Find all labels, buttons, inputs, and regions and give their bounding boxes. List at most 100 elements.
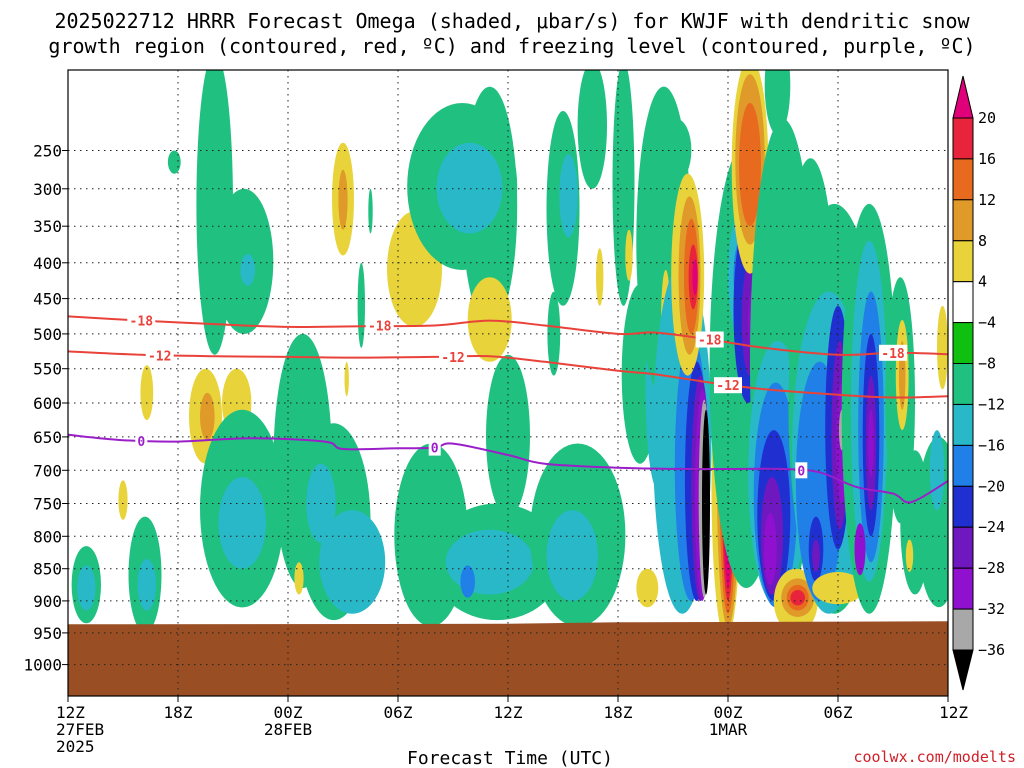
- colorbar-label: 16: [978, 150, 996, 168]
- omega-cell: [436, 142, 503, 234]
- omega-cell: [625, 229, 633, 281]
- omega-cell: [636, 568, 659, 608]
- freezing-level-contour-label: 0: [797, 464, 805, 479]
- y-tick-label: 950: [33, 624, 62, 643]
- omega-cell: [702, 409, 710, 595]
- dgz-contour-label-bg: [439, 348, 467, 365]
- omega-cell: [763, 513, 777, 585]
- omega-cell: [739, 103, 761, 227]
- omega-cell: [486, 354, 530, 517]
- y-tick-label: 300: [33, 180, 62, 199]
- x-tick-label: 28FEB: [264, 720, 312, 739]
- dgz-contour-label: -18: [130, 315, 154, 330]
- dgz-contour-label-bg: [695, 331, 724, 348]
- y-tick-label: 900: [33, 592, 62, 611]
- dgz-contour-label: -18: [368, 320, 392, 335]
- colorbar-bin: [952, 485, 974, 528]
- omega-cell: [929, 430, 945, 511]
- freezing-level-contour-label-bg: [135, 432, 148, 449]
- y-tick-label: 550: [33, 360, 62, 379]
- y-tick-label: 600: [33, 394, 62, 413]
- omega-cell: [200, 392, 215, 441]
- x-axis-title: Forecast Time (UTC): [407, 748, 613, 768]
- colorbar-bin: [952, 567, 974, 610]
- y-tick-label: 450: [33, 290, 62, 309]
- colorbar-label: −12: [978, 396, 1005, 414]
- chart-title-line-2: growth region (contoured, red, ºC) and f…: [48, 34, 975, 58]
- x-tick-label: 27FEB: [56, 720, 104, 739]
- dgz-contour-label-bg: [365, 317, 394, 334]
- omega-cell: [460, 565, 476, 598]
- x-tick-label: 06Z: [824, 703, 853, 722]
- x-tick-label: 00Z: [274, 703, 303, 722]
- colorbar-bin: [952, 240, 974, 283]
- omega-cell: [118, 480, 128, 520]
- omega-cell: [218, 477, 266, 569]
- dgz-contour-label-bg: [127, 312, 156, 329]
- y-tick-label: 700: [33, 461, 62, 480]
- x-tick-label: 18Z: [604, 703, 633, 722]
- omega-cell: [547, 291, 561, 376]
- omega-cell: [368, 188, 373, 234]
- freezing-level-contour-label-bg: [795, 462, 808, 479]
- omega-cell: [905, 539, 914, 572]
- omega-cell: [546, 510, 598, 601]
- y-tick-label: 650: [33, 428, 62, 447]
- omega-cell: [319, 510, 386, 614]
- colorbar-bin: [952, 199, 974, 242]
- omega-cell: [790, 590, 805, 606]
- colorbar-bin: [952, 404, 974, 446]
- colorbar-bottom-arrow: [952, 649, 974, 691]
- omega-cell: [240, 254, 255, 286]
- y-tick-label: 250: [33, 142, 62, 161]
- freezing-level-contour-label: 0: [431, 442, 439, 457]
- omega-cell: [692, 259, 698, 296]
- colorbar-label: 12: [978, 191, 996, 209]
- omega-cell: [338, 169, 348, 230]
- dgz-contour-label: -12: [148, 350, 171, 365]
- colorbar-label: −8: [978, 355, 996, 373]
- colorbar-label: 20: [978, 109, 996, 127]
- y-tick-label: 1000: [23, 656, 62, 675]
- omega-cell: [467, 277, 512, 362]
- omega-cell: [596, 248, 604, 306]
- colorbar-label: −24: [978, 518, 1005, 536]
- dgz-contour-label: -12: [441, 351, 464, 366]
- colorbar-bin: [952, 322, 974, 365]
- omega-cell: [344, 361, 349, 397]
- dgz-contour-label-bg: [714, 377, 742, 394]
- omega-cell: [137, 559, 156, 611]
- omega-cell: [167, 150, 181, 174]
- contour-layer: -18 -18 -18 -18 -12 -12 -12 0 0 0: [68, 312, 948, 504]
- omega-cell: [868, 409, 874, 477]
- freezing-level-contour-line: [68, 433, 948, 504]
- dgz-contour-label: -18: [881, 347, 905, 362]
- omega-cell: [140, 365, 154, 420]
- y-tick-label: 350: [33, 217, 62, 236]
- chart-title-line-1: 2025022712 HRRR Forecast Omega (shaded, …: [54, 9, 970, 33]
- colorbar-label: −20: [978, 477, 1005, 495]
- colorbar-label: −16: [978, 436, 1005, 454]
- dgz-contour-line: [68, 315, 948, 356]
- omega-cell: [77, 565, 96, 611]
- colorbar-label: −4: [978, 314, 996, 332]
- colorbar-bin: [952, 526, 974, 569]
- y-tick-label: 750: [33, 495, 62, 514]
- dgz-contour-label-bg: [879, 344, 907, 361]
- colorbar-bin: [952, 363, 974, 405]
- colorbar-bin: [952, 117, 974, 160]
- omega-cell: [357, 262, 365, 348]
- y-tick-label: 400: [33, 254, 62, 273]
- colorbar-label: −36: [978, 641, 1005, 659]
- colorbar: 20 16 12 8 4 −4 −8 −12 −16 −20 −24 −28 −32 −36: [952, 75, 1005, 691]
- dgz-contour-line: [68, 350, 948, 399]
- x-tick-label: 1MAR: [709, 720, 748, 739]
- x-tick-label: 00Z: [714, 703, 743, 722]
- omega-cell: [662, 119, 692, 182]
- omega-cell: [577, 70, 607, 189]
- dgz-contour-label: -12: [716, 379, 739, 394]
- colorbar-top-arrow: [952, 75, 974, 119]
- y-tick-label: 850: [33, 560, 62, 579]
- omega-cell: [812, 539, 820, 572]
